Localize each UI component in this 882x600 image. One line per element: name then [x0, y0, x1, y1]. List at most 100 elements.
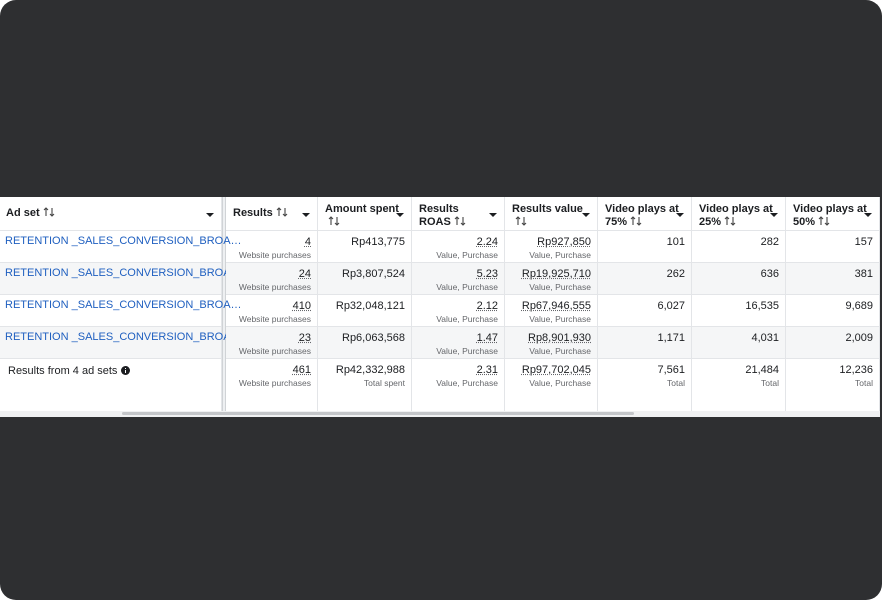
sort-icon[interactable]	[454, 216, 466, 226]
table-cell: Rp42,332,988 Total spent	[318, 359, 412, 411]
dropdown-caret[interactable]	[582, 212, 590, 218]
cell-note: Website purchases	[238, 282, 311, 292]
dropdown-caret[interactable]	[302, 212, 310, 218]
table-cell: 4,031	[692, 327, 786, 359]
column-header[interactable]: Amount spent	[325, 203, 399, 229]
dropdown-caret[interactable]	[396, 212, 404, 218]
column-header[interactable]: Video plays at 25%	[699, 203, 773, 228]
cell-note: Value, Purchase	[529, 314, 591, 324]
dropdown-caret[interactable]	[676, 212, 684, 218]
sort-icon[interactable]	[630, 216, 642, 226]
sort-icon[interactable]	[724, 216, 736, 226]
table-cell: 282	[692, 231, 786, 263]
table-cell: 9,689	[786, 295, 880, 327]
cell-value: 636	[760, 268, 779, 280]
table-cell: Rp19,925,710 Value, Purchase	[505, 263, 598, 295]
sort-icon[interactable]	[515, 216, 527, 226]
info-icon[interactable]	[121, 366, 131, 375]
column-header[interactable]: Ad set	[6, 207, 55, 220]
column-header[interactable]: Video plays at 75%	[605, 203, 679, 228]
cell-value: 282	[760, 236, 779, 248]
ad-set-link[interactable]: RETENTION _SALES_CONVERSION_BROA…	[5, 331, 242, 343]
table-cell[interactable]: Video plays at 75%	[598, 197, 692, 231]
cell-value: 461	[292, 364, 311, 376]
dropdown-caret[interactable]	[206, 212, 214, 218]
cell-note: Value, Purchase	[529, 346, 591, 356]
column-header[interactable]: Results ROAS	[419, 203, 493, 229]
cell-value: Rp97,702,045	[521, 364, 591, 376]
table-cell[interactable]: Results	[226, 197, 318, 231]
table-cell: 16,535	[692, 295, 786, 327]
frozen-divider	[222, 197, 226, 411]
table-cell: Rp3,807,524	[318, 263, 412, 295]
ad-set-link[interactable]: RETENTION _SALES_CONVERSION_BROA…	[5, 267, 242, 279]
table-cell[interactable]: Video plays at 25%	[692, 197, 786, 231]
cell-value: 23	[298, 332, 311, 344]
table-cell: 24 Website purchases	[226, 263, 318, 295]
table-cell: 1,171	[598, 327, 692, 359]
table-cell: 23 Website purchases	[226, 327, 318, 359]
table-cell: Rp927,850 Value, Purchase	[505, 231, 598, 263]
table-cell: 2.31 Value, Purchase	[412, 359, 505, 411]
cell-value: Rp3,807,524	[342, 268, 405, 280]
table-cell: 7,561 Total	[598, 359, 692, 411]
cell-value: 4	[304, 236, 311, 248]
cell-value: 1,171	[657, 332, 685, 344]
table-cell[interactable]: Video plays at 50%	[786, 197, 880, 231]
data-table: Ad set Results Amount spent Results ROAS Res…	[0, 197, 880, 417]
cell-note: Value, Purchase	[436, 314, 498, 324]
table-cell[interactable]: Results ROAS	[412, 197, 505, 231]
table-cell[interactable]: Results value	[505, 197, 598, 231]
cell-value: Rp8,901,930	[528, 332, 591, 344]
sort-icon[interactable]	[328, 216, 340, 226]
table-cell: Results from 4 ad sets	[0, 359, 222, 411]
table-cell: Rp97,702,045 Value, Purchase	[505, 359, 598, 411]
sort-icon[interactable]	[818, 216, 830, 226]
table-cell: 2,009	[786, 327, 880, 359]
table-cell: 101	[598, 231, 692, 263]
cell-value: 7,561	[657, 364, 685, 376]
cell-note: Website purchases	[238, 378, 311, 388]
cell-value: 1.47	[476, 332, 498, 344]
cell-value: 24	[298, 268, 311, 280]
column-header[interactable]: Video plays at 50%	[793, 203, 867, 228]
dropdown-caret[interactable]	[864, 212, 872, 218]
cell-value: 5.23	[476, 268, 498, 280]
cell-note: Total	[667, 378, 685, 388]
column-header[interactable]: Results	[233, 207, 288, 220]
ad-set-link[interactable]: RETENTION _SALES_CONVERSION_BROA…	[5, 299, 242, 311]
cell-value: Rp32,048,121	[335, 300, 405, 312]
table-cell: 381	[786, 263, 880, 295]
cell-value: Rp19,925,710	[521, 268, 591, 280]
table-cell: 12,236 Total	[786, 359, 880, 411]
ad-set-link[interactable]: RETENTION _SALES_CONVERSION_BROA…	[5, 235, 242, 247]
table-cell: 461 Website purchases	[226, 359, 318, 411]
cell-value: 2.31	[476, 364, 498, 376]
table-cell: 21,484 Total	[692, 359, 786, 411]
cell-note: Value, Purchase	[436, 346, 498, 356]
sort-icon[interactable]	[276, 207, 288, 217]
cell-note: Website purchases	[238, 250, 311, 260]
cell-value: 2.24	[476, 236, 498, 248]
scrollbar-thumb[interactable]	[122, 412, 634, 415]
cell-note: Value, Purchase	[436, 378, 498, 388]
table-cell: 1.47 Value, Purchase	[412, 327, 505, 359]
table-cell[interactable]: Amount spent	[318, 197, 412, 231]
column-header[interactable]: Results value	[512, 203, 586, 229]
dropdown-caret[interactable]	[489, 212, 497, 218]
dropdown-caret[interactable]	[770, 212, 778, 218]
cell-value: Rp42,332,988	[335, 364, 405, 376]
cell-value: 157	[854, 236, 873, 248]
cell-value: 2.12	[476, 300, 498, 312]
table-cell: 157	[786, 231, 880, 263]
table-cell: 262	[598, 263, 692, 295]
sort-icon[interactable]	[43, 207, 55, 217]
cell-note: Value, Purchase	[436, 250, 498, 260]
table-cell: 410 Website purchases	[226, 295, 318, 327]
cell-value: 12,236	[839, 364, 873, 376]
cell-note: Value, Purchase	[529, 282, 591, 292]
table-cell: 2.24 Value, Purchase	[412, 231, 505, 263]
cell-note: Value, Purchase	[529, 378, 591, 388]
cell-note: Total spent	[363, 378, 405, 388]
table-cell[interactable]: Ad set	[0, 197, 222, 231]
